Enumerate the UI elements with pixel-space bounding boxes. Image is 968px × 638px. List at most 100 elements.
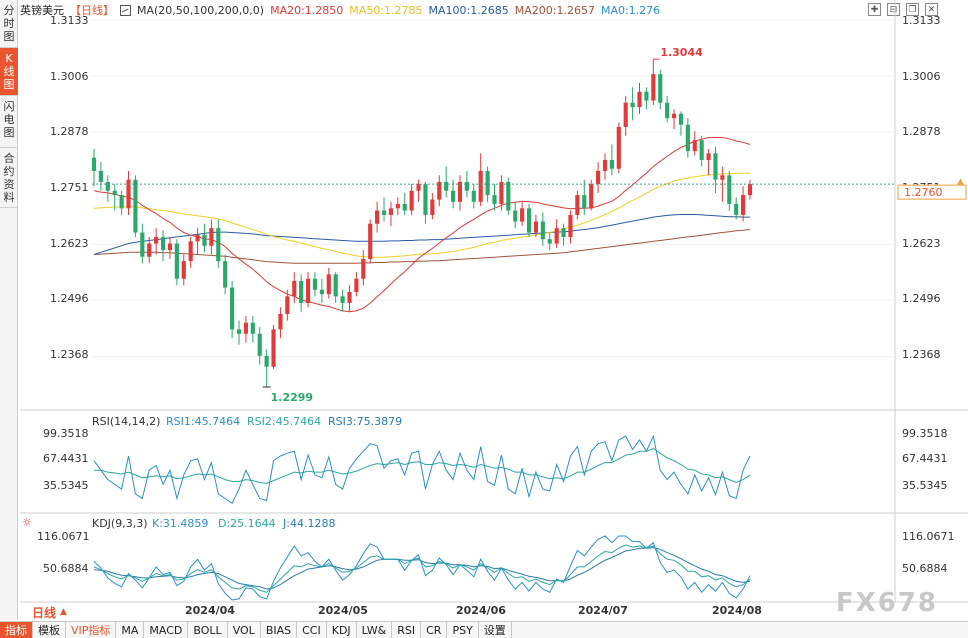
tab-kdj[interactable]: KDJ <box>327 622 357 638</box>
tab-indicators[interactable]: 指标 <box>0 622 33 638</box>
tab-bias[interactable]: BIAS <box>261 622 298 638</box>
expand-icon[interactable]: ✚ <box>868 3 881 16</box>
price-tick: 1.2368 <box>902 348 941 361</box>
date-tick: 2024/08 <box>712 604 762 617</box>
kdj-tick: 116.0671 <box>902 530 955 543</box>
ma50-value: MA50:1.2785 <box>349 3 423 17</box>
candle-body <box>236 329 242 334</box>
tab-settings[interactable]: 设置 <box>479 622 512 638</box>
candle-body <box>375 210 380 224</box>
candle-body <box>678 113 684 125</box>
candle-body <box>98 170 103 182</box>
candle-body <box>188 241 193 262</box>
candle-body <box>140 232 145 257</box>
candle-body <box>195 234 200 242</box>
candle-body <box>706 153 711 160</box>
candle-body <box>250 322 255 334</box>
tab-flash[interactable]: 闪电图 <box>0 96 18 148</box>
candle-body <box>658 74 663 103</box>
rsi-tick: 67.4431 <box>43 452 89 465</box>
candle-body <box>223 261 228 288</box>
candle-body <box>437 181 442 200</box>
candle-body <box>423 184 428 215</box>
candle-body <box>547 239 552 244</box>
date-tick: 2024/06 <box>456 604 506 617</box>
candle-body <box>568 214 573 237</box>
shrink-icon[interactable]: ⊟ <box>887 3 900 16</box>
price-tick: 1.2496 <box>50 292 89 305</box>
tab-rsi[interactable]: RSI <box>392 622 422 638</box>
candle-body <box>167 243 173 251</box>
candle-body <box>520 208 525 222</box>
tab-vol[interactable]: VOL <box>228 622 261 638</box>
candle-body <box>727 175 732 204</box>
candle-body <box>230 287 235 330</box>
candle-body <box>741 195 746 215</box>
restore-icon[interactable]: ❐ <box>906 3 919 16</box>
kline-chart[interactable]: 1.3133 1.3006 1.2878 1.2751 1.2623 1.249… <box>0 0 968 620</box>
rsi-tick: 67.4431 <box>902 452 948 465</box>
candle-body <box>416 184 421 191</box>
period-label[interactable]: 【日线】 <box>70 4 114 17</box>
rsi-tick: 99.3518 <box>902 427 948 440</box>
period-selector[interactable]: 日线 ▲ <box>20 603 90 621</box>
rsi3-line <box>94 447 751 484</box>
kdj-settings-icon[interactable]: ☼ <box>22 516 32 529</box>
price-tick: 1.2751 <box>50 181 89 194</box>
date-tick: 2024/07 <box>578 604 628 617</box>
candle-body <box>499 181 504 204</box>
tab-lw[interactable]: LW& <box>357 622 393 638</box>
tab-vip-indicators[interactable]: VIP指标 <box>66 622 117 638</box>
tab-contract-info[interactable]: 合约资料 <box>0 148 18 208</box>
chart-header: 英镑美元 【日线】 MA(20,50,100,200,0,0) MA20:1.2… <box>20 0 968 20</box>
rsi-tick: 35.5345 <box>43 479 89 492</box>
candle-body <box>347 291 352 303</box>
ma200-line <box>93 229 751 264</box>
candle-body <box>685 124 690 152</box>
candle-body <box>147 243 152 257</box>
watermark-logo: FX678 <box>835 588 938 618</box>
kdj-k-value: K:31.4859 <box>152 517 208 530</box>
candle-body <box>575 195 580 215</box>
low-label: 1.2299 <box>271 391 313 404</box>
candle-body <box>671 113 677 119</box>
candle-body <box>533 221 539 233</box>
tab-psy[interactable]: PSY <box>447 622 479 638</box>
kdj-k-line <box>93 544 751 593</box>
candle-body <box>181 261 186 279</box>
candle-body <box>471 190 476 202</box>
candle-body <box>596 170 601 185</box>
tab-cci[interactable]: CCI <box>297 622 327 638</box>
rsi-title: RSI(14,14,2) <box>92 415 160 428</box>
ma-settings-icon[interactable] <box>120 4 131 16</box>
tab-ma[interactable]: MA <box>116 622 145 638</box>
ma0-value: MA0:1.276 <box>600 3 661 17</box>
tab-intraday[interactable]: 分时图 <box>0 0 18 48</box>
tab-templates[interactable]: 模板 <box>33 622 66 638</box>
price-tick: 1.2623 <box>902 237 941 250</box>
kdj-lines <box>93 535 751 601</box>
tab-cr[interactable]: CR <box>421 622 448 638</box>
candle-body <box>589 184 594 209</box>
candle-body <box>305 278 311 303</box>
kdj-tick: 50.6884 <box>43 562 89 575</box>
candle-body <box>451 190 456 202</box>
candle-body <box>692 140 697 152</box>
ma50-line <box>93 172 750 258</box>
kdj-d-line <box>93 547 751 590</box>
candle-body <box>285 296 290 314</box>
kdj-tick: 116.0671 <box>37 530 90 543</box>
tab-kline[interactable]: K线图 <box>0 48 18 96</box>
candle-body <box>747 184 753 196</box>
indicator-toolbar: 指标 模板 VIP指标 MA MACD BOLL VOL BIAS CCI KD… <box>0 621 968 638</box>
candle-body <box>105 181 110 191</box>
candle-body <box>623 102 628 127</box>
candle-body <box>492 195 497 204</box>
grid <box>92 19 895 358</box>
price-tick: 1.3133 <box>50 14 89 27</box>
tab-boll[interactable]: BOLL <box>188 622 228 638</box>
current-price-value: 1.2760 <box>904 186 943 199</box>
close-icon[interactable]: ✕ <box>925 3 938 16</box>
tab-macd[interactable]: MACD <box>144 622 189 638</box>
candle-body <box>368 223 373 259</box>
